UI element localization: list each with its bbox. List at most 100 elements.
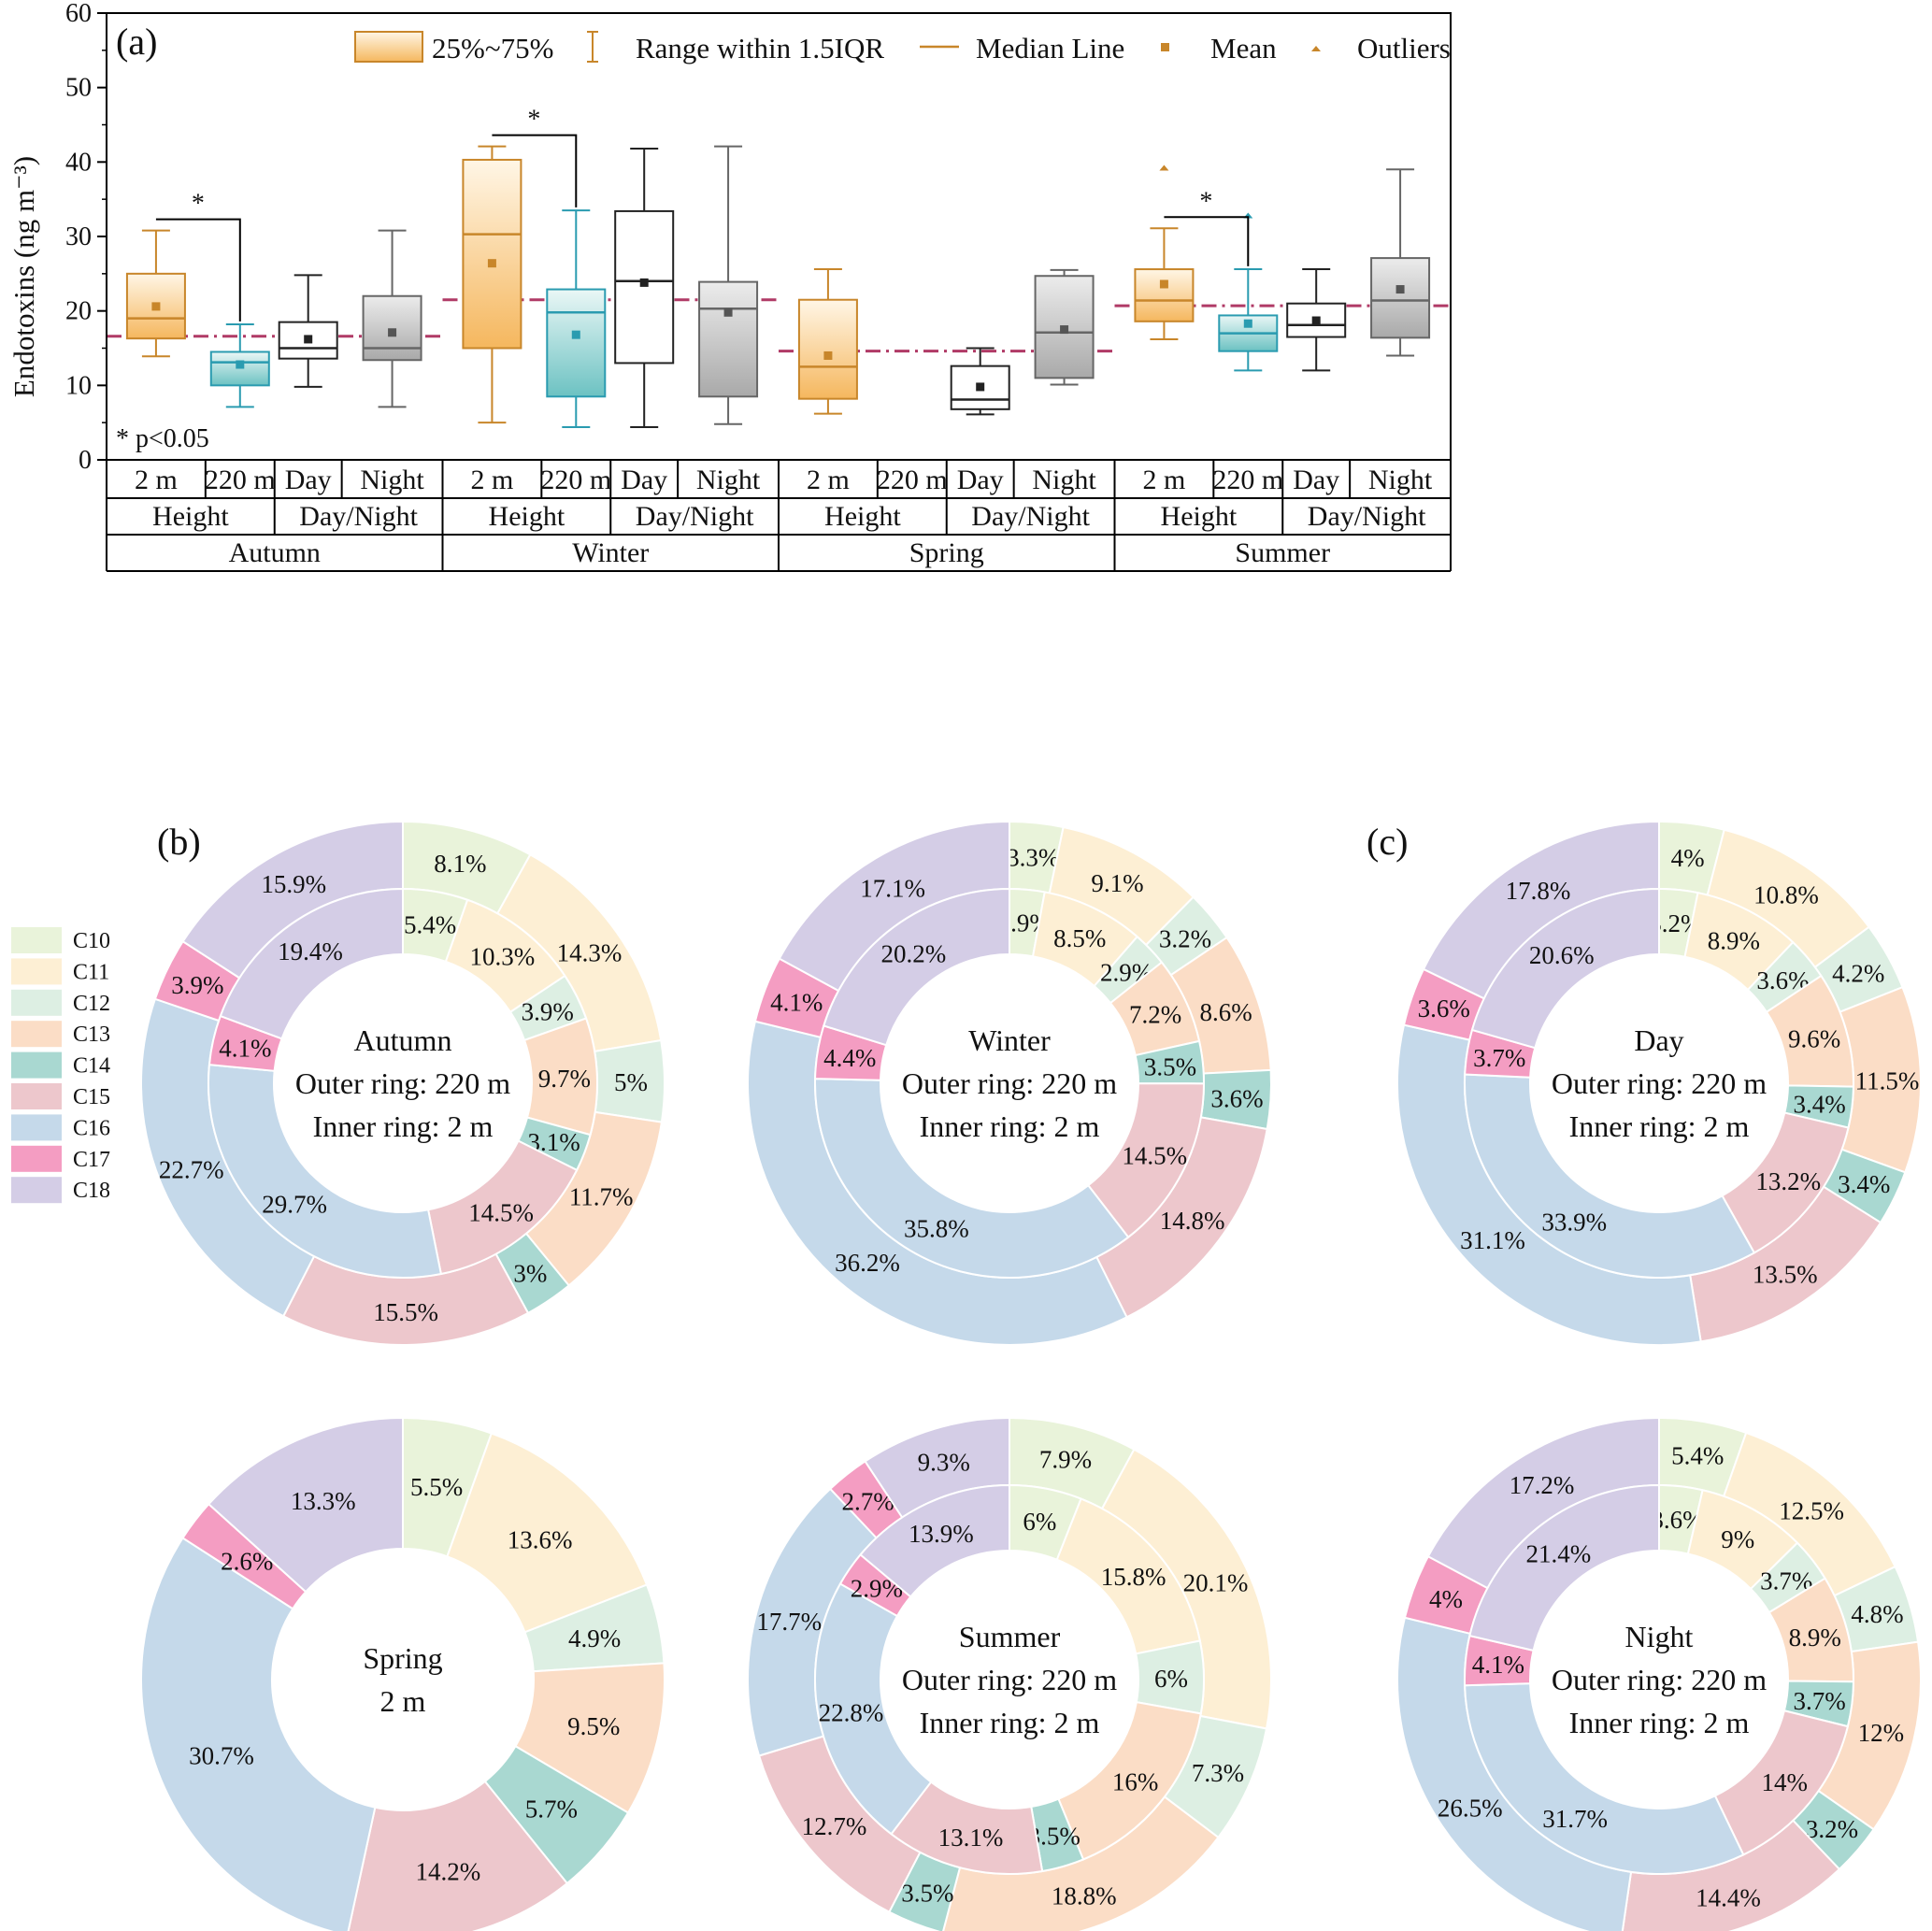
box-group [546,209,607,428]
inner-ring-slice [219,887,404,1040]
iqr-box [614,209,675,365]
significance-star: * [1199,187,1212,216]
box-category-label: Day [285,465,332,495]
iqr-box [546,288,607,398]
y-tick-label: 20 [65,297,92,326]
donut-night: 5.4%12.5%4.8%12%3.2%14.4%26.5%4%17.2%3.6… [1396,1416,1922,1931]
box-category-label: 2 m [807,465,850,495]
outer-ring-value-label: 11.5% [1855,1067,1920,1095]
outer-ring-value-label: 5.7% [525,1795,578,1823]
y-axis: 0 10 20 30 40 50 60 [65,0,107,475]
donut-day: 4% 10.8% 4.2% 11.5% 3.4% 13.5% 31.1% 3.6% 17.8% 3… [1396,820,1922,1346]
iqr-box [1370,257,1431,339]
donut-charts: 8.1% 14.3% 5% 11.7% 3% 15.5% 22.7% 3.9% 15.9% 5.4… [140,820,1922,1931]
donut-center-label: Winter [968,1023,1051,1057]
legend-box-label: 25%~75% [432,32,553,64]
box-group [1218,212,1279,372]
donut-center-label: 2 m [380,1684,426,1718]
inner-ring-value-label: 29.7% [262,1190,327,1218]
iqr-box [1134,268,1195,322]
boxplot-legend: 25%~75% Range within 1.5IQR Median Line … [354,31,1451,64]
outer-ring-value-label: 3.2% [1806,1815,1858,1843]
outer-ring-value-label: 11.7% [569,1182,634,1210]
inner-ring-value-label: 8.5% [1053,924,1106,952]
y-tick-label: 50 [65,74,92,103]
mean-marker [976,382,985,392]
outer-ring-value-label: 8.1% [434,850,486,878]
inner-ring-value-label: 7.2% [1129,1001,1181,1029]
box-group [462,145,522,424]
legend-range-label: Range within 1.5IQR [636,32,884,64]
mean-marker [1060,325,1069,335]
inner-ring-slice [1464,1073,1756,1279]
outer-ring-value-label: 26.5% [1438,1795,1503,1823]
group-label: Day/Night [1308,501,1426,532]
outer-ring-value-label: 13.6% [508,1526,573,1554]
inner-ring-value-label: 3.7% [1793,1687,1845,1715]
outer-ring-value-label: 15.9% [261,870,326,898]
outer-ring-value-label: 4.1% [770,988,823,1016]
donut-winter: 3.3% 9.1% 3.2% 8.6% 3.6% 14.8% 36.2% 4.1% 17.1% 2… [747,820,1272,1346]
legend-label: C17 [73,1148,110,1172]
outer-ring-value-label: 17.8% [1506,877,1571,905]
box-category-label: 2 m [1142,465,1185,495]
inner-ring-value-label: 20.6% [1529,941,1595,969]
inner-ring-value-label: 20.2% [880,940,946,968]
legend-label: C18 [73,1179,110,1203]
outer-ring-value-label: 30.7% [189,1741,254,1769]
outer-ring-value-label: 3.6% [1418,994,1470,1023]
inner-ring-value-label: 5.4% [404,910,456,938]
outer-ring-value-label: 8.6% [1199,998,1252,1026]
inner-ring-slice [1468,1483,1660,1652]
legend-outlier-icon [1311,46,1321,51]
y-tick-label: 30 [65,222,92,251]
legend-swatch [11,1021,62,1048]
mean-marker [1159,279,1168,289]
outer-ring-value-label: 22.7% [159,1156,224,1184]
significance-star: * [527,106,540,135]
box-group [797,268,858,415]
donut-autumn: 8.1% 14.3% 5% 11.7% 3% 15.5% 22.7% 3.9% 15.9% 5.4… [140,820,665,1346]
significance-bracket [155,218,241,322]
mean-marker [1395,285,1405,294]
outer-ring-value-label: 7.3% [1192,1759,1244,1787]
legend-swatch [11,989,62,1016]
legend-label: C15 [73,1085,110,1109]
box-group [362,229,422,408]
inner-ring-value-label: 14.5% [1122,1141,1187,1169]
donut-center-label: Summer [959,1620,1061,1653]
inner-ring-value-label: 3.5% [1144,1052,1196,1080]
season-label: Autumn [229,537,321,568]
box-category-label: Night [696,465,761,495]
legend-label: C14 [73,1054,110,1079]
inner-ring-value-label: 13.1% [938,1824,1004,1852]
mean-marker [151,302,161,311]
box-category-label: 2 m [470,465,513,495]
inner-ring-value-label: 31.7% [1542,1805,1608,1833]
inner-ring-value-label: 6% [1154,1665,1188,1693]
inner-ring-slice [823,887,1010,1047]
box-category-label: Day [1293,465,1339,495]
group-label: Height [1161,501,1238,532]
inner-ring-slice [859,1483,1010,1598]
legend-swatch [11,1051,62,1079]
box-group [209,323,270,408]
outer-ring-value-label: 5.5% [410,1473,463,1501]
legend-label: C12 [73,992,110,1016]
inner-ring-value-label: 3.7% [1473,1044,1525,1072]
boxplot-reference-layer [107,298,1451,353]
donut-summer: 7.9%20.1%7.3%18.8%3.5%12.7%17.7%2.7%9.3%… [747,1416,1272,1931]
outer-ring-value-label: 9.3% [918,1448,970,1476]
donut-center-label: Spring [363,1641,442,1675]
outer-ring-value-label: 20.1% [1183,1568,1249,1596]
legend-label: C11 [73,960,109,984]
box-category-label: Day [957,465,1004,495]
donut-center-label: Outer ring: 220 m [902,1663,1117,1696]
legend-swatch [11,927,62,953]
outer-ring-value-label: 12% [1858,1719,1905,1747]
legend-swatch [11,1083,62,1109]
outer-ring-value-label: 14.3% [557,939,623,967]
inner-ring-value-label: 6% [1023,1508,1056,1536]
season-label: Winter [572,537,649,568]
